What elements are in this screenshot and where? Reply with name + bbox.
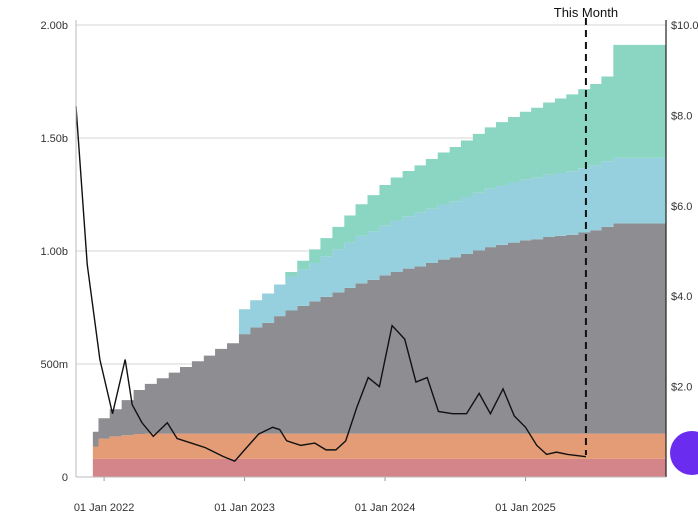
stacked-areas	[92, 44, 667, 477]
y-right-tick-label: $10.0	[671, 20, 698, 32]
y-right-tick-label: $8.0	[671, 110, 692, 122]
y-left-tick-label: 0	[62, 472, 68, 484]
price-line	[75, 106, 587, 463]
area-series-5	[92, 44, 667, 432]
axes: 0 500m 1.00b 1.50b 2.00b $2.0 $4.0 $6.0 $8.0 $10.…	[40, 20, 698, 514]
watermark-label: 九游	[587, 486, 632, 512]
this-month-label: This Month	[554, 5, 618, 20]
x-tick-label: 01 Jan 2022	[74, 502, 135, 514]
area-series-4	[92, 157, 667, 432]
x-tick-label: 01 Jan 2023	[214, 502, 275, 514]
area-series-3	[92, 223, 667, 447]
watermark-logo: 九游	[587, 431, 698, 512]
y-right-tick-label: $4.0	[671, 291, 692, 303]
watermark-circle	[670, 431, 698, 475]
x-tick-label: 01 Jan 2024	[355, 502, 416, 514]
y-right-tick-label: $2.0	[671, 382, 692, 394]
area-series-1	[92, 458, 667, 477]
area-series-2	[92, 433, 667, 459]
price-line-layer	[75, 106, 587, 463]
y-left-tick-label: 2.00b	[40, 20, 68, 32]
x-tick-label: 01 Jan 2025	[495, 502, 556, 514]
this-month-marker: This Month	[554, 5, 618, 455]
y-left-tick-label: 1.50b	[40, 133, 68, 145]
y-right-tick-label: $6.0	[671, 201, 692, 213]
y-left-tick-label: 500m	[40, 359, 68, 371]
y-left-tick-label: 1.00b	[40, 246, 68, 258]
